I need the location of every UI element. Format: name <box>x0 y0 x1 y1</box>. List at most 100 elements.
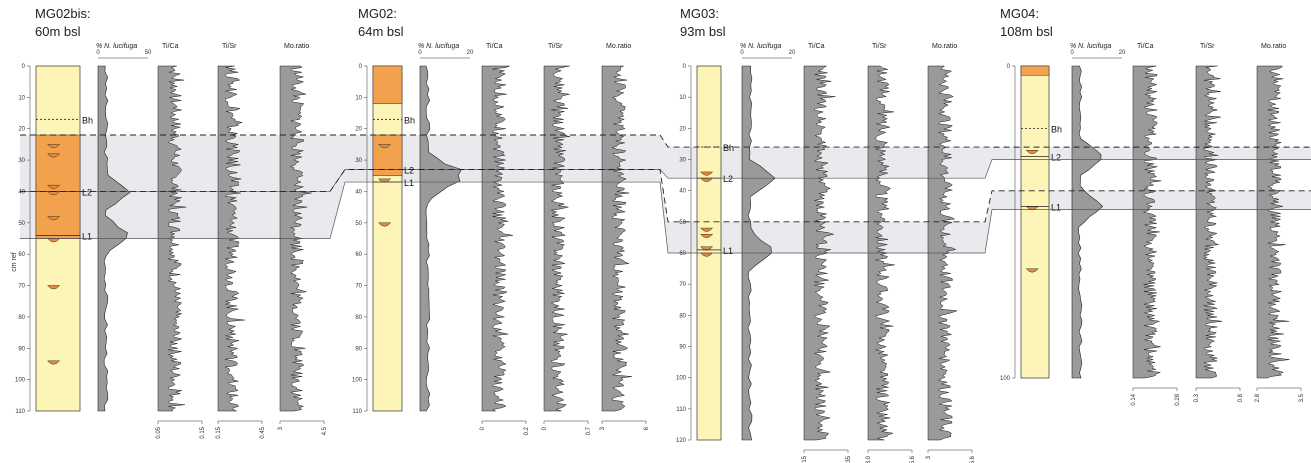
depth-tick-label: 30 <box>355 158 362 164</box>
pct-tick-label: 0 <box>740 50 744 56</box>
orange-layer <box>372 65 403 104</box>
depth-axis-label: cm ref <box>11 252 18 272</box>
header-mo: Mo.ratio <box>606 43 631 50</box>
mo-tick-label: 3 <box>278 426 284 430</box>
layer-label: Bh <box>1051 124 1062 134</box>
tica-tick-label: 0.14 <box>1131 393 1137 405</box>
header-tica: Ti/Ca <box>162 43 179 50</box>
tephra-marker <box>47 216 61 221</box>
pct-tick-label: 20 <box>1119 50 1126 56</box>
depth-tick-label: 100 <box>15 378 26 384</box>
layer-label: L2 <box>82 187 92 197</box>
core-panel-MG02: MG02:64m bsl0102030405060708090100110BhL… <box>352 6 650 435</box>
depth-axis: 0 10 20 30 40 50 60 70 80 90 100 110 <box>15 64 31 415</box>
tisr-tick-label: 0.45 <box>260 426 266 438</box>
mo-tick-label: 5.6 <box>970 455 976 463</box>
header-tica: Ti/Ca <box>486 43 503 50</box>
tica-tick-label: 0.28 <box>1175 393 1181 405</box>
mo-tick-label: 3 <box>926 455 932 459</box>
depth-tick-label: 20 <box>18 127 25 133</box>
core-title: MG02bis: <box>35 6 91 21</box>
header-tica: Ti/Ca <box>1137 43 1154 50</box>
profile-tica: Ti/Ca 0 0.2 <box>480 43 530 435</box>
mo-tick-label: 3 <box>600 426 606 430</box>
depth-axis: 0 10 20 30 40 50 60 70 80 90 100 110 120 <box>676 64 692 444</box>
tica-tick-label: 0.2 <box>524 426 530 435</box>
depth-tick-label: 60 <box>355 252 362 258</box>
header-pct: % N. lucifuga <box>418 43 459 50</box>
depth-tick-label: 0 <box>683 64 687 70</box>
tephra-marker <box>47 184 61 189</box>
layer-label: Bh <box>82 115 93 125</box>
layer-label: L2 <box>404 166 414 176</box>
pct-tick-label: 20 <box>467 50 474 56</box>
profile-mo: Mo.ratio 3 4.5 <box>278 43 328 435</box>
depth-tick-label: 40 <box>679 189 686 195</box>
depth-tick-label: 90 <box>355 346 362 352</box>
core-panel-MG03: MG03:93m bsl0102030405060708090100110120… <box>676 6 976 463</box>
tephra-marker <box>1025 268 1039 273</box>
mo-tick-label: 4.5 <box>322 426 328 435</box>
profile-mo: Mo.ratio 2.8 3.5 <box>1255 43 1305 402</box>
profile-tisr: Ti/Sr 0.15 0.45 <box>216 43 266 439</box>
header-tisr: Ti/Sr <box>872 43 887 50</box>
header-pct: % N. lucifuga <box>740 43 781 50</box>
depth-tick-label: 80 <box>679 313 686 319</box>
depth-tick-label: 70 <box>355 284 362 290</box>
header-mo: Mo.ratio <box>932 43 957 50</box>
tephra-marker <box>378 144 392 149</box>
core-panel-MG02bis: MG02bis:60m bsl0102030405060708090100110… <box>15 6 328 439</box>
tisr-tick-label: 0.7 <box>586 426 592 435</box>
depth-tick-label: 100 <box>352 378 363 384</box>
depth-tick-label: 0 <box>1007 64 1011 70</box>
tisr-tick-label: 5.6 <box>910 455 916 463</box>
mo-tick-label: 2.8 <box>1255 393 1261 402</box>
depth-tick-label: 40 <box>18 189 25 195</box>
depth-tick-label: 10 <box>355 95 362 101</box>
tephra-marker <box>700 227 714 232</box>
tephra-marker <box>47 153 61 158</box>
depth-tick-label: 30 <box>679 158 686 164</box>
depth-tick-label: 110 <box>15 409 25 415</box>
layer-label: L1 <box>723 246 733 256</box>
tisr-tick-label: 3.0 <box>866 455 872 463</box>
tisr-tick-label: 0.8 <box>1238 393 1244 402</box>
orange-layer <box>372 134 403 177</box>
depth-tick-label: 90 <box>679 345 686 351</box>
depth-tick-label: 80 <box>18 315 25 321</box>
depth-tick-label: 100 <box>1000 376 1011 382</box>
tica-tick-label: 0.05 <box>156 426 162 438</box>
tephra-marker <box>47 285 61 290</box>
depth-tick-label: 50 <box>679 220 686 226</box>
band-L2-top-line <box>20 134 1311 148</box>
lithology-column: Bh L2 L1 <box>1020 65 1062 379</box>
depth-tick-label: 90 <box>18 346 25 352</box>
tephra-marker <box>47 144 61 149</box>
depth-tick-label: 70 <box>679 282 686 288</box>
depth-tick-label: 0 <box>22 64 26 70</box>
layer-label: L2 <box>723 174 733 184</box>
tephra-marker <box>378 222 392 227</box>
depth-tick-label: 30 <box>18 158 25 164</box>
tephra-marker <box>1025 149 1039 154</box>
layer-label: L1 <box>404 178 414 188</box>
depth-tick-label: 50 <box>18 221 25 227</box>
depth-tick-label: 80 <box>355 315 362 321</box>
depth-tick-label: 50 <box>355 221 362 227</box>
tica-tick-label: 0 <box>480 426 486 430</box>
correlation-lines <box>20 134 1311 254</box>
depth-tick-label: 120 <box>676 438 687 444</box>
tica-tick-label: 0.15 <box>802 455 808 463</box>
correlation-bands <box>20 135 1311 253</box>
profile-tisr: Ti/Sr 0.3 0.8 <box>1194 43 1244 402</box>
depth-tick-label: 110 <box>676 407 686 413</box>
core-depth: 108m bsl <box>1000 24 1053 39</box>
depth-tick-label: 10 <box>679 95 686 101</box>
header-tisr: Ti/Sr <box>222 43 237 50</box>
layer-label: Bh <box>404 115 415 125</box>
depth-tick-label: 70 <box>18 284 25 290</box>
depth-tick-label: 40 <box>355 189 362 195</box>
tisr-tick-label: 0 <box>542 426 548 430</box>
